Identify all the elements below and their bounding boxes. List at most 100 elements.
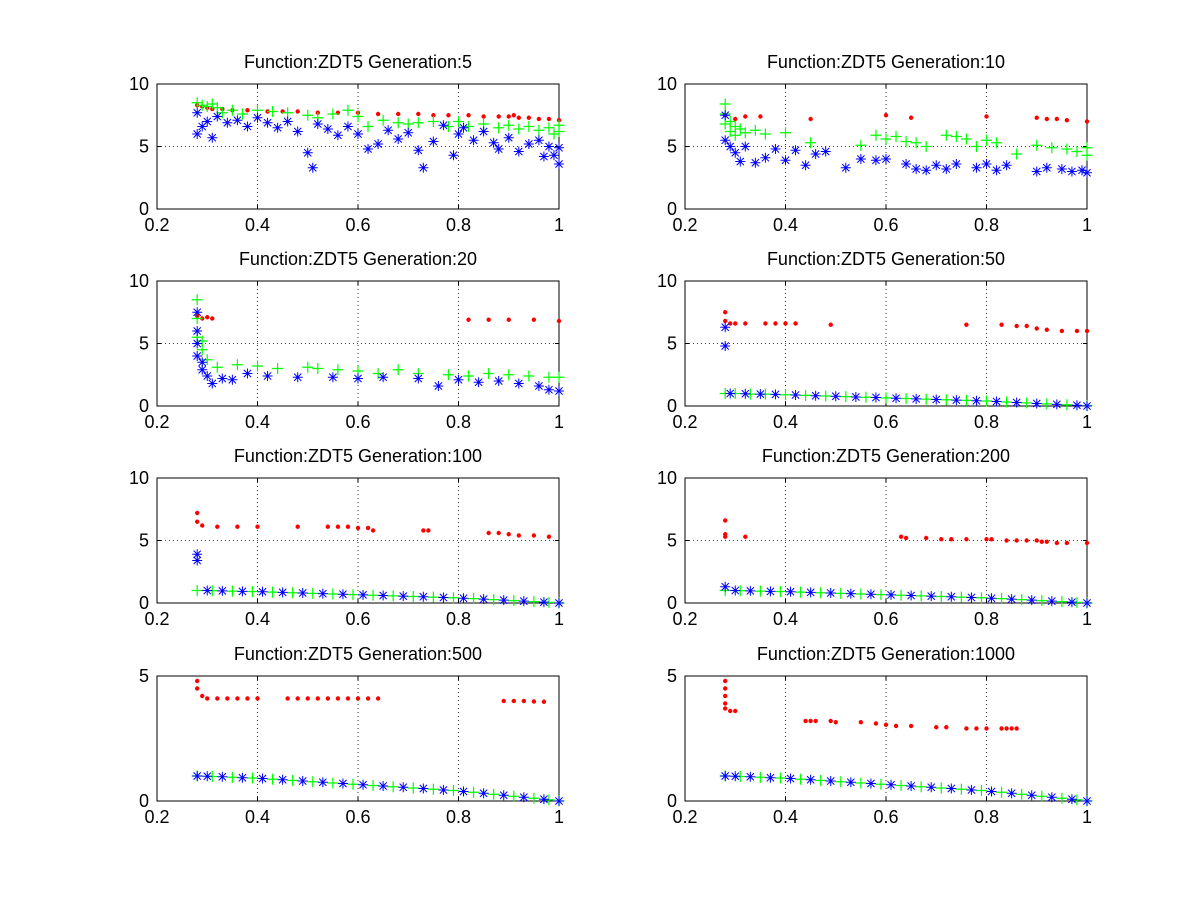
red-dot-marker [215,696,220,701]
blue-star-marker [1066,166,1077,177]
x-tick-label: 0.4 [773,412,798,432]
subplot-title: Function:ZDT5 Generation:500 [234,644,482,664]
red-dot-marker [1064,540,1070,546]
red-dot-marker [195,519,200,524]
red-dot-marker [1014,323,1019,329]
blue-star-marker [398,782,409,793]
red-dot-marker [416,111,421,117]
red-dot-marker [225,696,230,701]
red-dot-marker [345,696,351,701]
blue-star-marker [1031,166,1042,177]
green-plus-marker [835,587,847,599]
x-tick-label: 0.8 [446,215,471,235]
green-plus-marker [267,773,279,785]
red-dot-marker [964,322,969,327]
blue-star-marker [881,154,891,164]
blue-star-marker [785,586,796,597]
red-dot-marker [255,524,260,529]
subplot-title: Function:ZDT5 Generation:10 [767,52,1005,72]
blue-star-marker [237,772,248,783]
x-tick-label: 0.2 [672,807,697,827]
blue-star-marker [373,139,384,149]
series-blue [192,771,564,806]
green-plus-marker [981,134,992,146]
blue-star-marker [227,374,238,385]
red-dot-marker [496,114,501,119]
green-plus-marker [226,104,238,116]
red-dot-marker [546,534,552,539]
green-plus-marker [362,121,374,132]
green-plus-marker [543,122,555,134]
red-dot-marker [295,524,300,529]
red-dot-marker [924,535,929,541]
green-plus-marker [754,771,766,783]
blue-star-marker [192,326,203,336]
red-dot-marker [466,317,471,322]
blue-star-marker [790,390,801,400]
green-plus-marker [196,335,208,347]
red-dot-marker [466,113,471,118]
y-tick-label: 10 [129,468,149,488]
blue-star-marker [1071,400,1082,411]
y-tick-label: 0 [667,199,677,219]
blue-star-marker [1026,595,1037,606]
blue-star-marker [378,781,389,791]
red-dot-marker [1024,323,1029,329]
red-dot-marker [803,718,808,724]
blue-star-marker [478,788,489,799]
blue-star-marker [845,777,856,788]
green-plus-marker [795,586,807,598]
green-plus-marker [191,97,203,109]
green-plus-marker [508,595,520,607]
blue-star-marker [554,159,564,169]
blue-star-marker [931,160,942,171]
blue-star-marker [533,135,544,146]
blue-star-marker [543,141,554,152]
blue-star-marker [418,783,429,794]
blue-star-marker [518,792,529,803]
x-tick-label: 0.2 [144,807,169,827]
red-dot-marker [421,528,426,533]
blue-star-marker [745,585,756,596]
red-dot-marker [200,523,205,528]
y-tick-label: 5 [139,334,149,354]
green-plus-marker [840,391,852,403]
red-dot-marker [295,109,300,114]
blue-star-marker [725,388,736,399]
red-dot-marker [375,696,381,701]
blue-star-marker [810,149,821,159]
red-dot-marker [964,726,969,731]
x-tick-label: 0.4 [773,215,798,235]
blue-star-marker [906,590,917,601]
x-tick-label: 0.2 [144,412,169,432]
green-plus-marker [282,107,294,119]
blue-star-marker [865,589,876,600]
series-red [723,310,1090,334]
green-plus-marker [996,786,1008,798]
x-tick-label: 0.2 [144,215,169,235]
red-dot-marker [245,696,250,701]
blue-star-marker [825,776,836,786]
green-plus-marker [493,122,505,134]
blue-star-marker [398,591,409,602]
green-plus-marker [774,772,786,784]
green-plus-marker [553,119,565,131]
red-dot-marker [506,317,511,322]
green-plus-marker [272,363,284,374]
green-plus-marker [327,588,339,600]
blue-star-marker [765,772,776,783]
blue-star-marker [720,771,731,781]
green-plus-marker [453,116,464,127]
blue-star-marker [1066,597,1077,608]
blue-star-marker [720,135,731,146]
blue-star-marker [720,322,731,333]
x-tick-label: 0.8 [446,807,471,827]
blue-star-marker [1001,160,1012,171]
blue-star-marker [785,773,796,784]
x-tick-label: 0.4 [245,215,270,235]
red-dot-marker [516,533,521,538]
red-dot-marker [1044,539,1050,544]
blue-star-marker [780,155,791,166]
x-tick-label: 0.6 [873,807,898,827]
red-dot-marker [365,696,371,701]
